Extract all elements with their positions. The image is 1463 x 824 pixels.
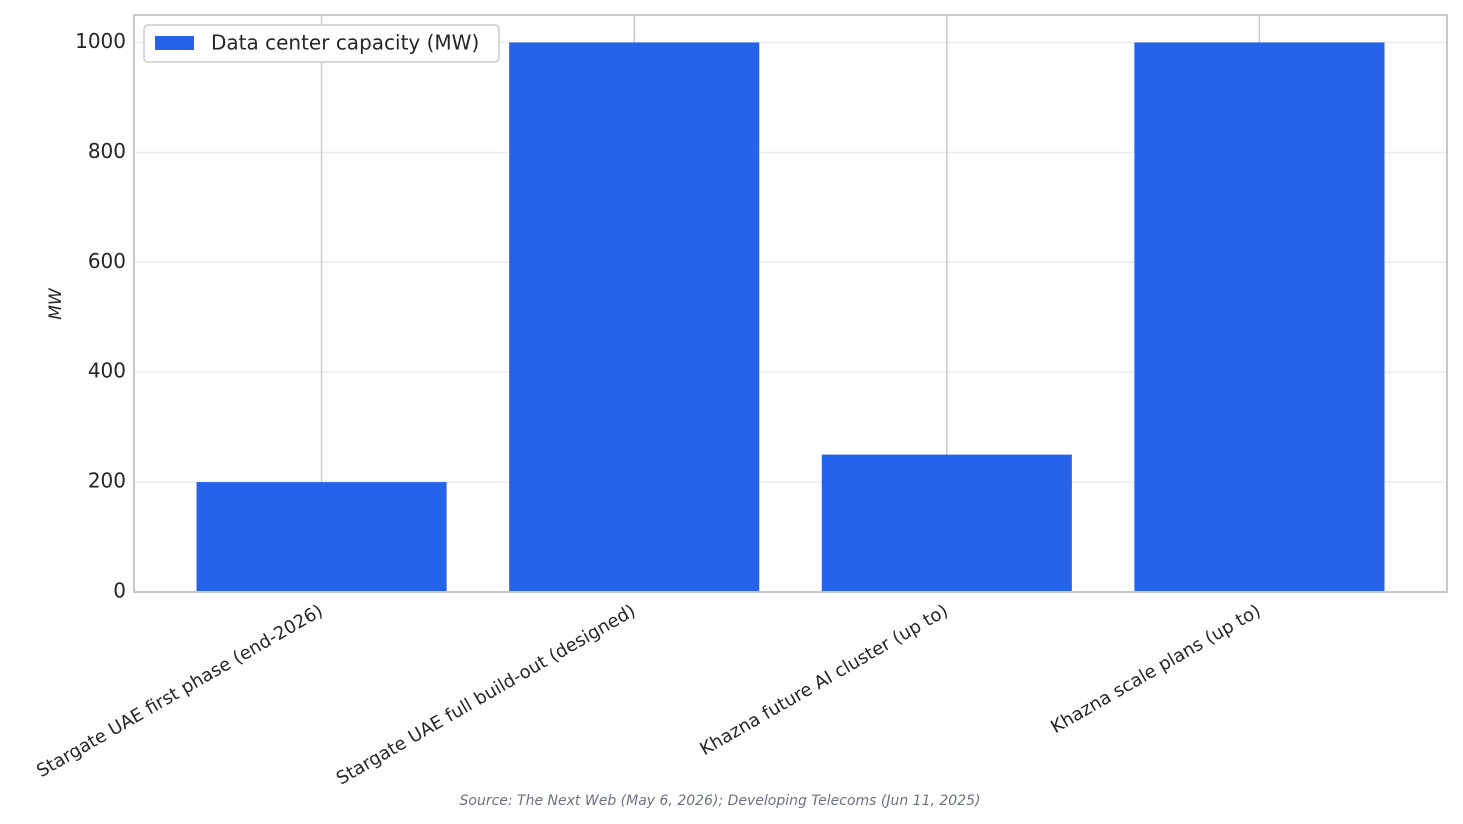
- x-tick-label: Stargate UAE full build-out (designed): [333, 600, 639, 789]
- bar: [196, 482, 447, 592]
- y-tick-label: 800: [88, 139, 126, 163]
- bar: [821, 454, 1072, 592]
- x-tick-label: Khazna scale plans (up to): [1047, 600, 1264, 737]
- legend-label: Data center capacity (MW): [211, 31, 479, 55]
- legend-box: [143, 24, 500, 63]
- x-tick-label: Khazna future AI cluster (up to): [696, 600, 951, 760]
- source-note: Source: The Next Web (May 6, 2026); Deve…: [460, 793, 981, 809]
- plot-frame: [133, 14, 1448, 593]
- y-tick-label: 200: [88, 469, 126, 493]
- legend-swatch: [155, 36, 194, 50]
- y-axis-label: MW: [46, 287, 66, 320]
- y-tick-label: 0: [113, 579, 126, 603]
- y-tick-label: 600: [88, 249, 126, 273]
- y-tick-label: 1000: [75, 29, 126, 53]
- y-tick-label: 400: [88, 359, 126, 383]
- bar: [1134, 42, 1385, 592]
- x-tick-label: Stargate UAE first phase (end-2026): [33, 600, 326, 782]
- bar: [509, 42, 760, 592]
